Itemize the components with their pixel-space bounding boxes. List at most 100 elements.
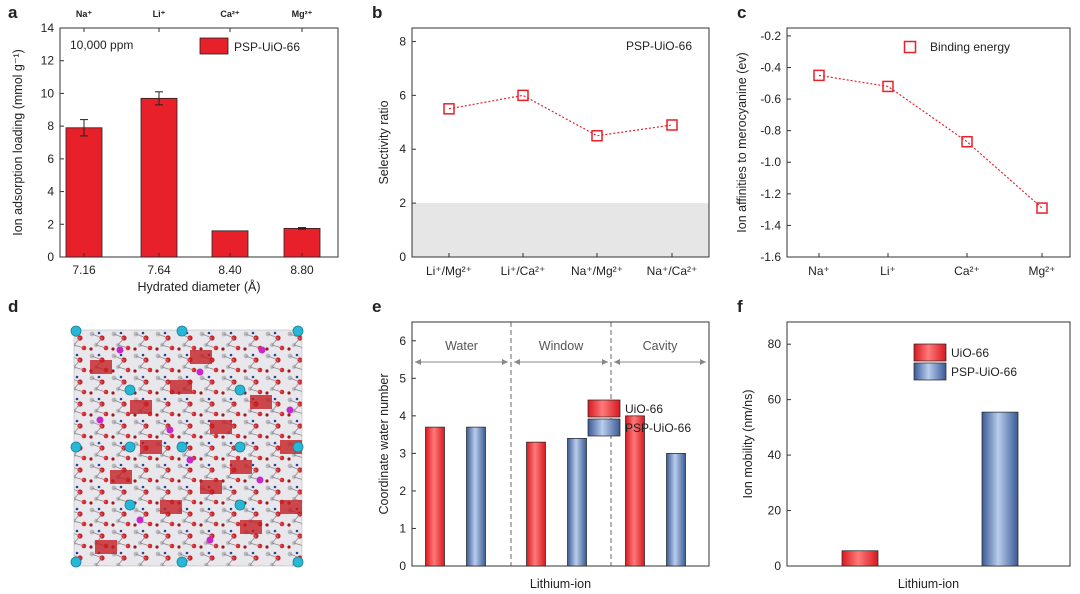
top-ion-label: Mg²⁺ xyxy=(292,9,313,19)
x-tick-label: Li⁺ xyxy=(880,264,896,278)
top-ion-label: Ca²⁺ xyxy=(220,9,240,19)
annotation: PSP-UiO-66 xyxy=(626,39,692,53)
legend-label: PSP-UiO-66 xyxy=(951,365,1017,379)
data-point xyxy=(517,89,529,102)
zirconium-node xyxy=(176,325,188,337)
bar-psp-uio66 xyxy=(466,426,486,567)
oxide-cluster xyxy=(160,500,182,514)
bar xyxy=(65,127,103,258)
y-tick-label: 8 xyxy=(399,34,406,48)
x-tick-label: Ca²⁺ xyxy=(954,264,980,278)
bar-psp-uio66 xyxy=(981,411,1019,567)
plot-frame xyxy=(786,321,1071,567)
ion-atom xyxy=(136,516,144,524)
plot-frame xyxy=(59,27,339,258)
oxide-cluster xyxy=(110,470,132,484)
y-tick-label: -1.2 xyxy=(760,187,781,201)
y-tick-label: -1.4 xyxy=(760,218,781,232)
data-point xyxy=(666,119,678,131)
bar xyxy=(140,97,178,258)
chart-e: 0 1 2 3 4 5 6 Coordinate water number Water Windo… xyxy=(377,321,710,591)
ion-atom xyxy=(196,368,204,376)
zirconium-node xyxy=(234,499,246,511)
oxide-cluster xyxy=(210,420,232,434)
y-tick-label: -0.6 xyxy=(760,92,781,106)
arrow-head xyxy=(415,359,421,365)
zirconium-node xyxy=(124,499,136,511)
data-point xyxy=(591,130,603,142)
region-label: Cavity xyxy=(643,339,678,353)
y-tick-label: 12 xyxy=(41,54,55,68)
panel-label-e: e xyxy=(372,297,381,316)
oxide-cluster xyxy=(140,440,162,454)
data-point xyxy=(882,80,894,93)
oxide-cluster xyxy=(230,460,252,474)
legend-swatch-psp xyxy=(913,362,947,381)
oxide-cluster xyxy=(190,350,212,364)
y-tick-label: 0 xyxy=(399,250,406,264)
data-point xyxy=(1036,202,1048,214)
data-point xyxy=(813,69,825,82)
oxide-cluster xyxy=(200,480,222,494)
zirconium-node xyxy=(70,325,82,337)
oxide-cluster xyxy=(250,395,272,409)
oxide-cluster xyxy=(280,500,302,514)
chart-b: 0 2 4 6 8 Selectivity ratio Li⁺/Mg²⁺ Li⁺/Ca²⁺ Na… xyxy=(377,27,710,278)
y-tick-label: -0.8 xyxy=(760,124,781,138)
series-line xyxy=(448,94,673,137)
region-label: Water xyxy=(445,339,478,353)
zirconium-node xyxy=(124,384,136,396)
region-label: Window xyxy=(539,339,584,353)
x-tick-label: Na⁺/Mg²⁺ xyxy=(571,264,623,278)
legend-label: PSP-UiO-66 xyxy=(234,40,300,54)
arrow-head xyxy=(614,359,620,365)
y-tick-label: 14 xyxy=(41,21,55,35)
oxide-cluster xyxy=(240,520,262,534)
y-tick-label: 80 xyxy=(768,337,782,351)
x-tick-label: Mg²⁺ xyxy=(1029,264,1056,278)
x-tick-label: Li⁺/Mg²⁺ xyxy=(426,264,472,278)
panel-label-b: b xyxy=(372,3,382,22)
panel-label-d: d xyxy=(8,297,18,316)
top-ion-label: Na⁺ xyxy=(76,9,93,19)
bar-uio66 xyxy=(841,550,879,567)
x-tick-label: 8.80 xyxy=(290,263,314,277)
bar-uio66 xyxy=(425,426,445,567)
y-tick-label: 6 xyxy=(399,334,406,348)
y-tick-label: 0 xyxy=(774,559,781,573)
bar xyxy=(283,227,321,258)
y-tick-label: 4 xyxy=(399,142,406,156)
ion-atom xyxy=(116,346,124,354)
ion-atom xyxy=(206,536,214,544)
arrow-head xyxy=(502,359,508,365)
legend-label: UiO-66 xyxy=(951,346,989,360)
zirconium-node xyxy=(292,325,304,337)
y-tick-label: 2 xyxy=(399,196,406,210)
x-tick-label: 8.40 xyxy=(218,263,242,277)
chart-a: 0 2 4 6 8 10 12 14 Ion adsorption loading (mmol … xyxy=(11,9,339,294)
zirconium-node xyxy=(176,556,188,568)
y-tick-label: 0 xyxy=(47,250,54,264)
zirconium-node xyxy=(124,441,136,453)
bar-uio66 xyxy=(526,441,546,567)
series-line xyxy=(818,74,1043,209)
panel-label-a: a xyxy=(8,3,18,22)
y-axis-label: Ion affinities to merocyanine (ev) xyxy=(735,52,749,232)
chart-f: 0 20 40 60 80 Ion mobility (nm/ns) Lithium-ion… xyxy=(741,321,1071,591)
y-tick-label: 20 xyxy=(768,504,782,518)
arrow-head xyxy=(514,359,520,365)
y-tick-label: 8 xyxy=(47,119,54,133)
y-tick-label: 4 xyxy=(47,185,54,199)
x-tick-label: Na⁺/Ca²⁺ xyxy=(647,264,698,278)
x-axis-label: Lithium-ion xyxy=(898,577,959,591)
x-tick-label: Li⁺/Ca²⁺ xyxy=(501,264,546,278)
data-point xyxy=(443,103,455,115)
annotation: 10,000 ppm xyxy=(70,38,133,52)
y-axis-label: Ion mobility (nm/ns) xyxy=(741,389,755,498)
zirconium-node xyxy=(176,441,188,453)
y-tick-label: 10 xyxy=(41,86,55,100)
x-tick-label: Na⁺ xyxy=(808,264,830,278)
ion-atom xyxy=(186,456,194,464)
legend-label: UiO-66 xyxy=(625,402,663,416)
bar-psp-uio66 xyxy=(567,438,587,567)
